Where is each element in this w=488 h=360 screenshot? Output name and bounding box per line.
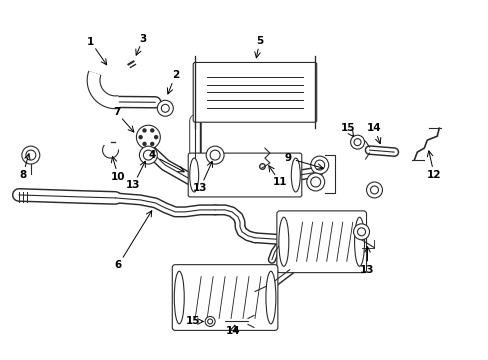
Circle shape [206,146,224,164]
Text: 6: 6 [115,260,122,270]
Ellipse shape [278,217,288,266]
Circle shape [142,143,146,145]
Text: 8: 8 [19,170,26,180]
Text: 12: 12 [426,170,441,180]
Circle shape [306,173,324,191]
FancyBboxPatch shape [172,265,277,330]
Text: 1: 1 [87,36,94,46]
Text: 4: 4 [148,150,156,160]
Circle shape [353,224,369,240]
Ellipse shape [354,217,364,266]
Text: 14: 14 [225,327,240,336]
Circle shape [370,186,378,194]
Ellipse shape [291,158,300,192]
Circle shape [139,146,157,164]
Text: 13: 13 [193,183,207,193]
Circle shape [26,150,36,160]
Text: 15: 15 [185,316,200,327]
Circle shape [310,156,328,174]
Text: 13: 13 [360,265,374,275]
Circle shape [142,129,146,132]
FancyBboxPatch shape [276,211,366,273]
Circle shape [205,316,215,327]
Circle shape [161,104,169,112]
Circle shape [350,135,364,149]
Circle shape [139,136,142,139]
Text: 7: 7 [113,107,120,117]
Circle shape [210,150,220,160]
Circle shape [136,125,160,149]
Circle shape [143,150,153,160]
Circle shape [353,139,360,146]
Text: 9: 9 [284,153,291,163]
Text: 5: 5 [256,36,263,46]
Circle shape [314,160,324,170]
Text: 15: 15 [340,123,354,133]
Text: 14: 14 [366,123,381,133]
Circle shape [310,177,320,187]
Circle shape [22,146,40,164]
Circle shape [157,100,173,116]
Circle shape [150,129,153,132]
Ellipse shape [265,271,275,324]
Circle shape [357,228,365,236]
Text: 11: 11 [272,177,286,187]
FancyBboxPatch shape [193,62,316,122]
Text: 2: 2 [171,71,179,80]
Text: 13: 13 [126,180,141,190]
Circle shape [207,319,212,324]
Circle shape [154,136,157,139]
Circle shape [366,182,382,198]
FancyBboxPatch shape [188,153,301,197]
Text: 10: 10 [111,172,125,182]
Circle shape [150,143,153,145]
Text: 3: 3 [140,33,147,44]
Ellipse shape [189,158,198,192]
Ellipse shape [174,271,184,324]
